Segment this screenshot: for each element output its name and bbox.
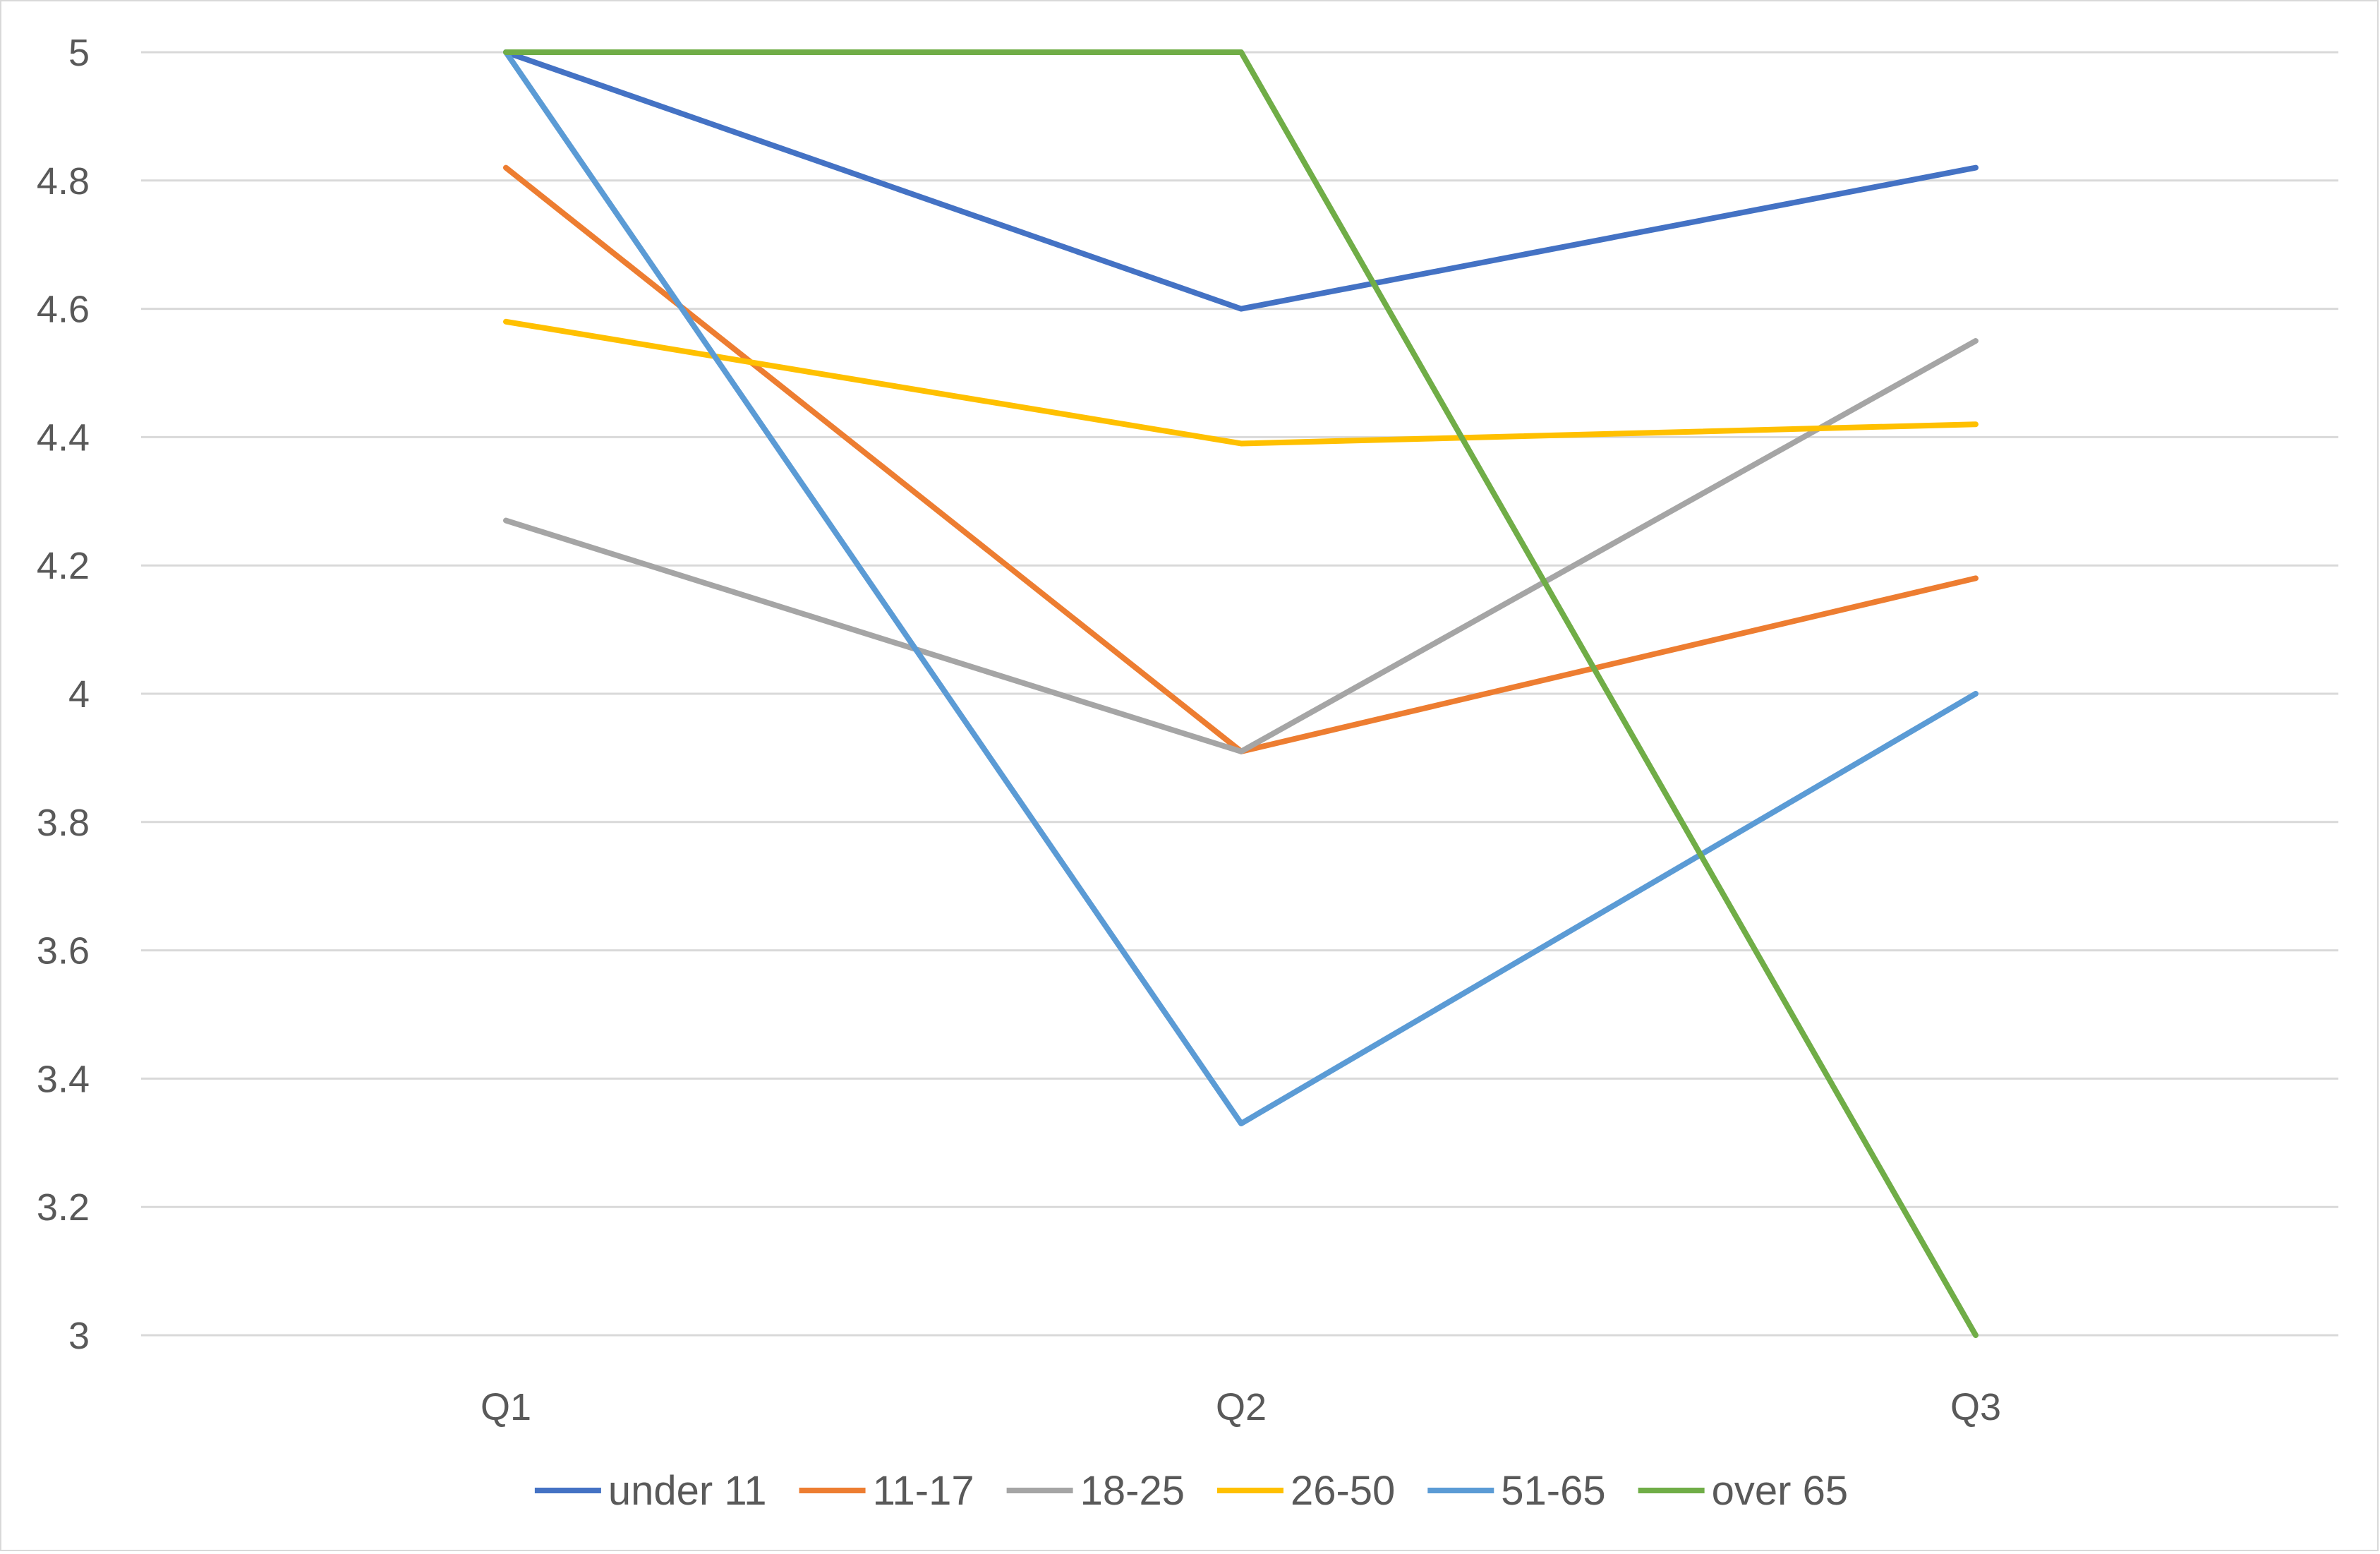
- y-tick-label: 3.4: [37, 1058, 90, 1100]
- legend-label: 11-17: [873, 1468, 974, 1514]
- x-axis-tick-labels: Q1 Q2 Q3: [481, 1386, 2001, 1428]
- legend-item: 18-25: [1006, 1468, 1185, 1514]
- y-tick-label: 4.8: [37, 160, 90, 203]
- legend-item: 26-50: [1216, 1468, 1395, 1514]
- legend-label: 51-65: [1501, 1468, 1605, 1514]
- series-line-51-65: [503, 49, 1979, 1127]
- legend-label: under 11: [608, 1468, 767, 1514]
- legend-label: over 65: [1712, 1468, 1848, 1514]
- x-tick-label: Q2: [1216, 1386, 1267, 1428]
- series-line-under-11: [503, 49, 1979, 312]
- y-tick-label: 3: [68, 1315, 90, 1357]
- series-line-11-17: [503, 164, 1979, 754]
- y-tick-label: 4.2: [37, 545, 90, 587]
- y-tick-label: 3.6: [37, 930, 90, 972]
- x-tick-label: Q1: [481, 1386, 531, 1428]
- y-tick-label: 3.8: [37, 802, 90, 844]
- legend-item: under 11: [534, 1468, 767, 1514]
- x-tick-label: Q3: [1950, 1386, 2001, 1428]
- y-tick-label: 5: [68, 32, 90, 74]
- legend-item: over 65: [1638, 1468, 1848, 1514]
- y-tick-label: 3.2: [37, 1186, 90, 1229]
- series-line-26-50: [503, 318, 1979, 447]
- legend-label: 18-25: [1080, 1468, 1185, 1514]
- gridlines: [141, 51, 2338, 1337]
- legend-item: 51-65: [1427, 1468, 1606, 1514]
- y-tick-label: 4.4: [37, 416, 90, 459]
- series-lines: [503, 49, 1979, 1338]
- legend: under 11 11-17 18-25 26-50 51-65 over 65: [534, 1468, 1848, 1514]
- legend-label: 26-50: [1291, 1468, 1395, 1514]
- series-line-over-65: [503, 49, 1979, 1338]
- y-axis-tick-labels: 3 3.2 3.4 3.6 3.8 4 4.2 4.4 4.6 4.8 5: [37, 32, 90, 1357]
- y-tick-label: 4: [68, 673, 90, 716]
- series-line-18-25: [503, 338, 1979, 754]
- legend-item: 11-17: [799, 1468, 974, 1514]
- y-tick-label: 4.6: [37, 289, 90, 331]
